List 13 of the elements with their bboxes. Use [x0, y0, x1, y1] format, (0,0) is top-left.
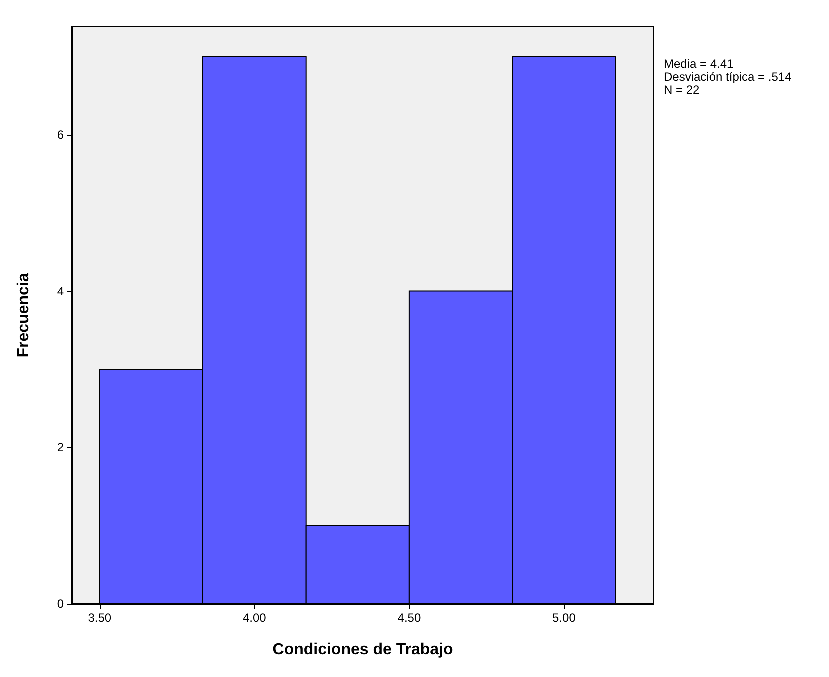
text: Media = 4.41	[664, 57, 734, 71]
y-tick-label: 6	[57, 128, 64, 142]
x-tick-label: 5.00	[552, 611, 576, 625]
y-axis-title: Frecuencia	[16, 273, 32, 358]
text: N = 22	[664, 83, 700, 97]
y-tick-label: 2	[57, 440, 64, 455]
y-tick-label: 0	[57, 597, 64, 611]
text: Desviación típica = .514	[664, 70, 792, 84]
x-axis-title: Condiciones de Trabajo	[272, 642, 454, 658]
x-tick-label: 4.00	[242, 611, 267, 625]
x-tick-label: 4.50	[398, 611, 422, 625]
y-tick-label: 4	[57, 284, 64, 298]
x-tick-label: 3.50	[88, 611, 112, 625]
